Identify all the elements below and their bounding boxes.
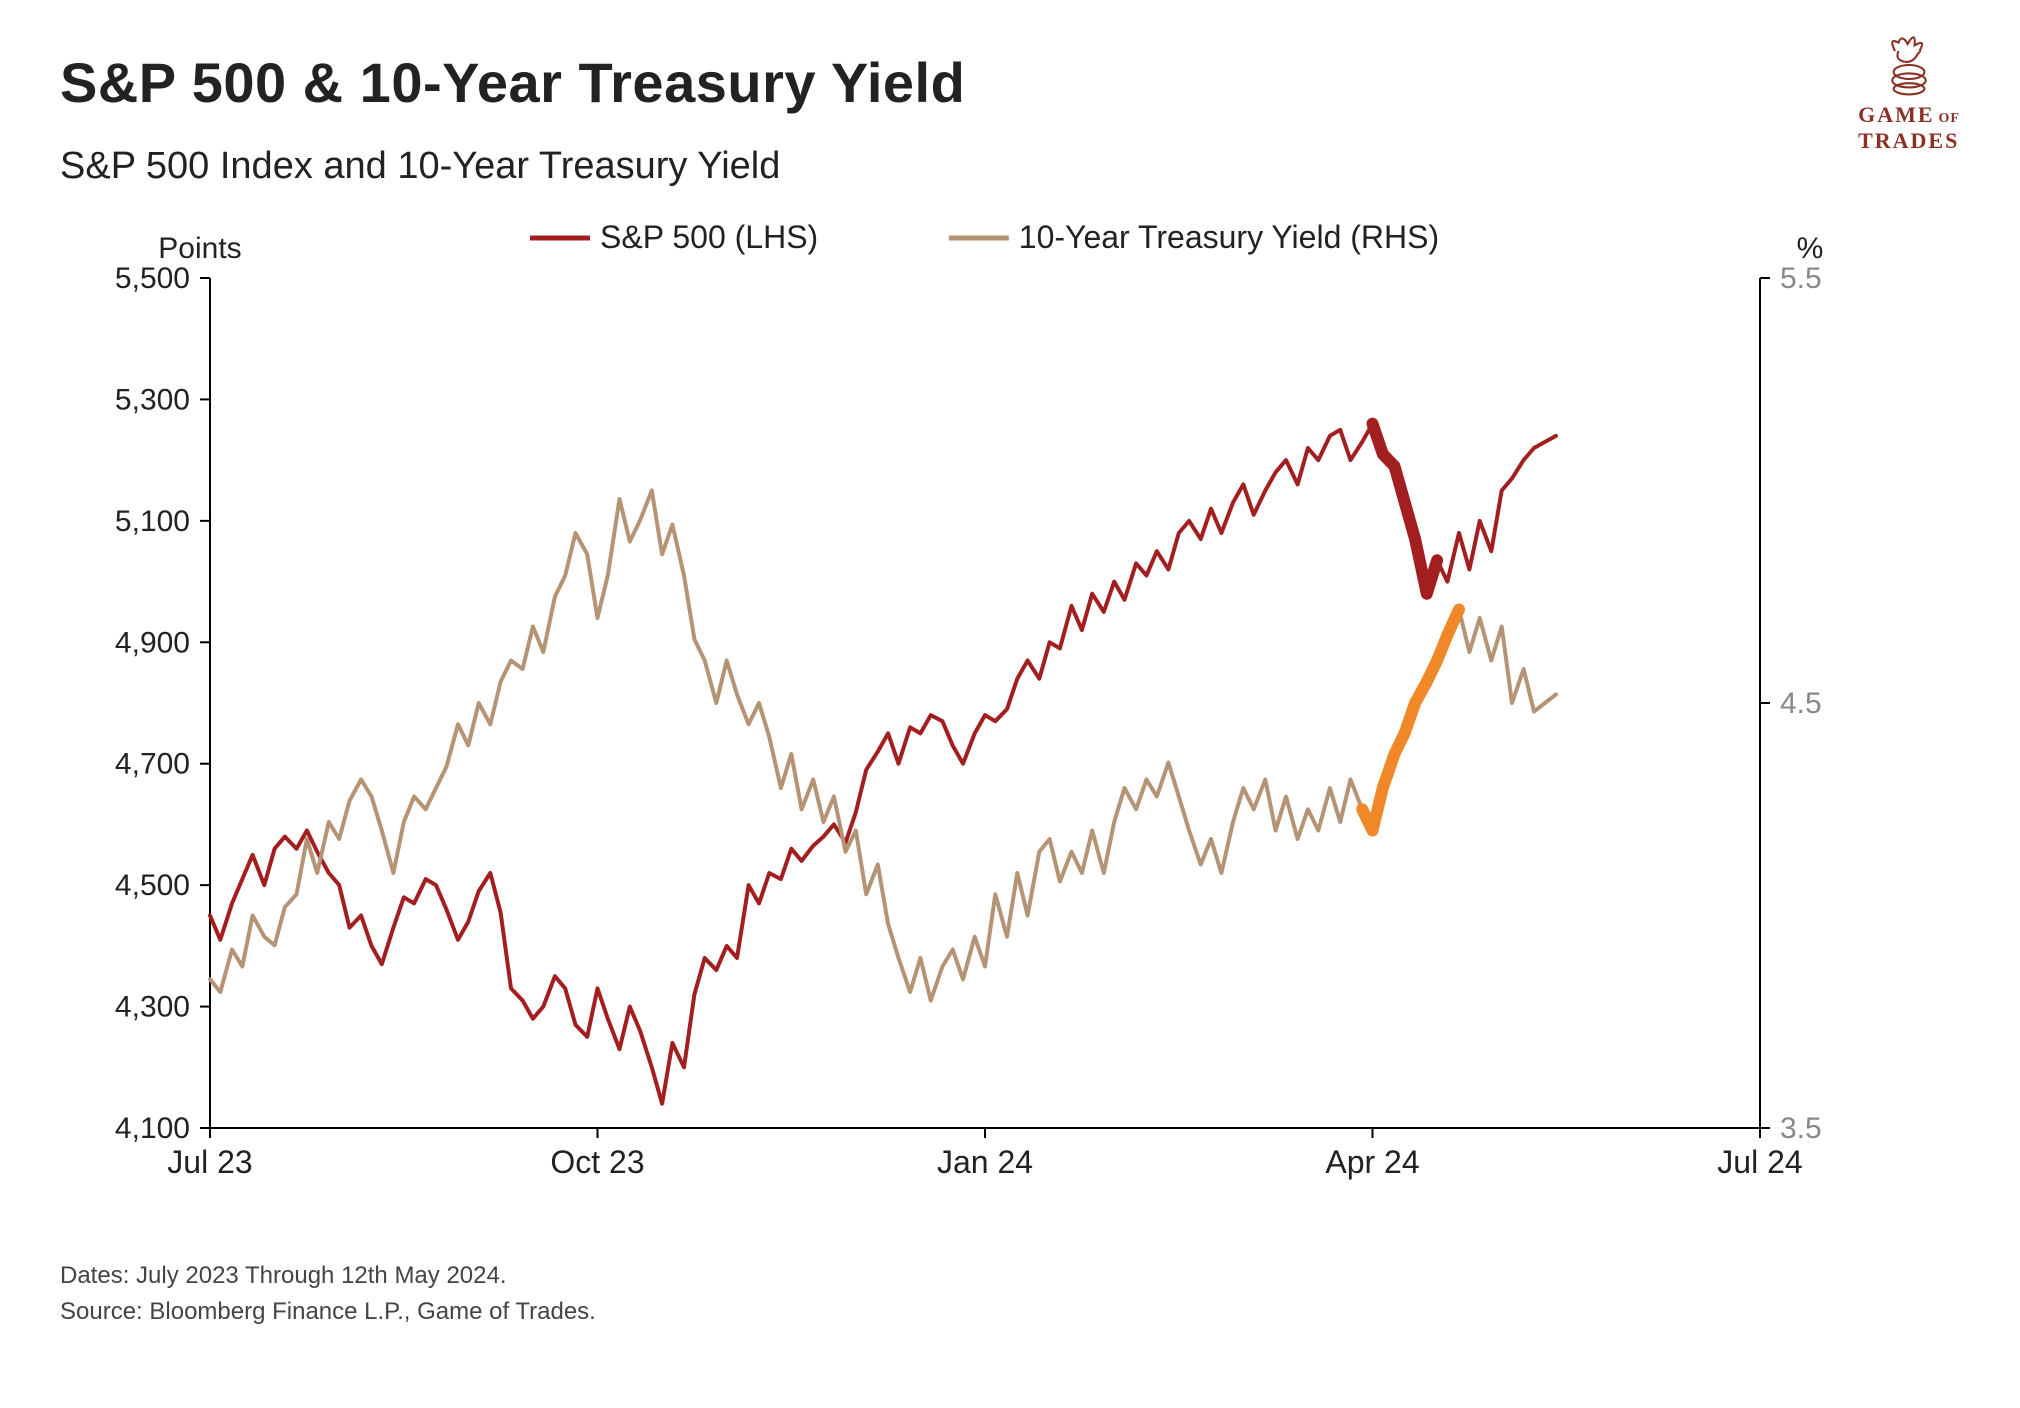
footer-dates: Dates: July 2023 Through 12th May 2024. [60, 1258, 1960, 1294]
y-right-tick-label: 3.5 [1780, 1112, 1822, 1145]
legend-label: 10-Year Treasury Yield (RHS) [1019, 219, 1439, 255]
brand-logo: GAME OF TRADES [1858, 30, 1960, 154]
y-left-tick-label: 4,900 [115, 626, 190, 659]
y-right-tick-label: 4.5 [1780, 687, 1822, 720]
x-tick-label: Apr 24 [1325, 1144, 1419, 1180]
x-tick-label: Jul 24 [1717, 1144, 1802, 1180]
logo-text-of: OF [1939, 111, 1960, 126]
footer-source: Source: Bloomberg Finance L.P., Game of … [60, 1294, 1960, 1330]
chart-subtitle: S&P 500 Index and 10-Year Treasury Yield [60, 145, 1960, 188]
x-tick-label: Jul 23 [167, 1144, 252, 1180]
series-sp500-highlight [1373, 424, 1438, 594]
series-ust10y-highlight [1362, 610, 1459, 831]
logo-text-1: GAME [1858, 102, 1934, 127]
y-left-title: Points [158, 232, 241, 265]
y-left-tick-label: 4,500 [115, 869, 190, 902]
chart-title: S&P 500 & 10-Year Treasury Yield [60, 50, 1960, 115]
y-left-tick-label: 5,100 [115, 505, 190, 538]
y-left-tick-label: 5,500 [115, 262, 190, 295]
y-left-tick-label: 4,700 [115, 748, 190, 781]
series-sp500 [210, 424, 1556, 1104]
chart-area: 4,100 4,300 4,500 4,700 4,900 5,100 5,300 5,500… [60, 208, 1940, 1228]
x-tick-label: Oct 23 [550, 1144, 644, 1180]
y-left-tick-label: 4,100 [115, 1112, 190, 1145]
y-right-title: % [1797, 232, 1824, 265]
bull-icon [1874, 30, 1944, 100]
footer-notes: Dates: July 2023 Through 12th May 2024. … [60, 1258, 1960, 1330]
legend-label: S&P 500 (LHS) [600, 219, 818, 255]
x-tick-label: Jan 24 [937, 1144, 1033, 1180]
y-right-tick-label: 5.5 [1780, 262, 1822, 295]
y-left-tick-label: 5,300 [115, 383, 190, 416]
y-left-tick-label: 4,300 [115, 991, 190, 1024]
logo-text-2: TRADES [1858, 128, 1960, 154]
chart-svg: 4,100 4,300 4,500 4,700 4,900 5,100 5,300 5,500… [60, 208, 1940, 1228]
